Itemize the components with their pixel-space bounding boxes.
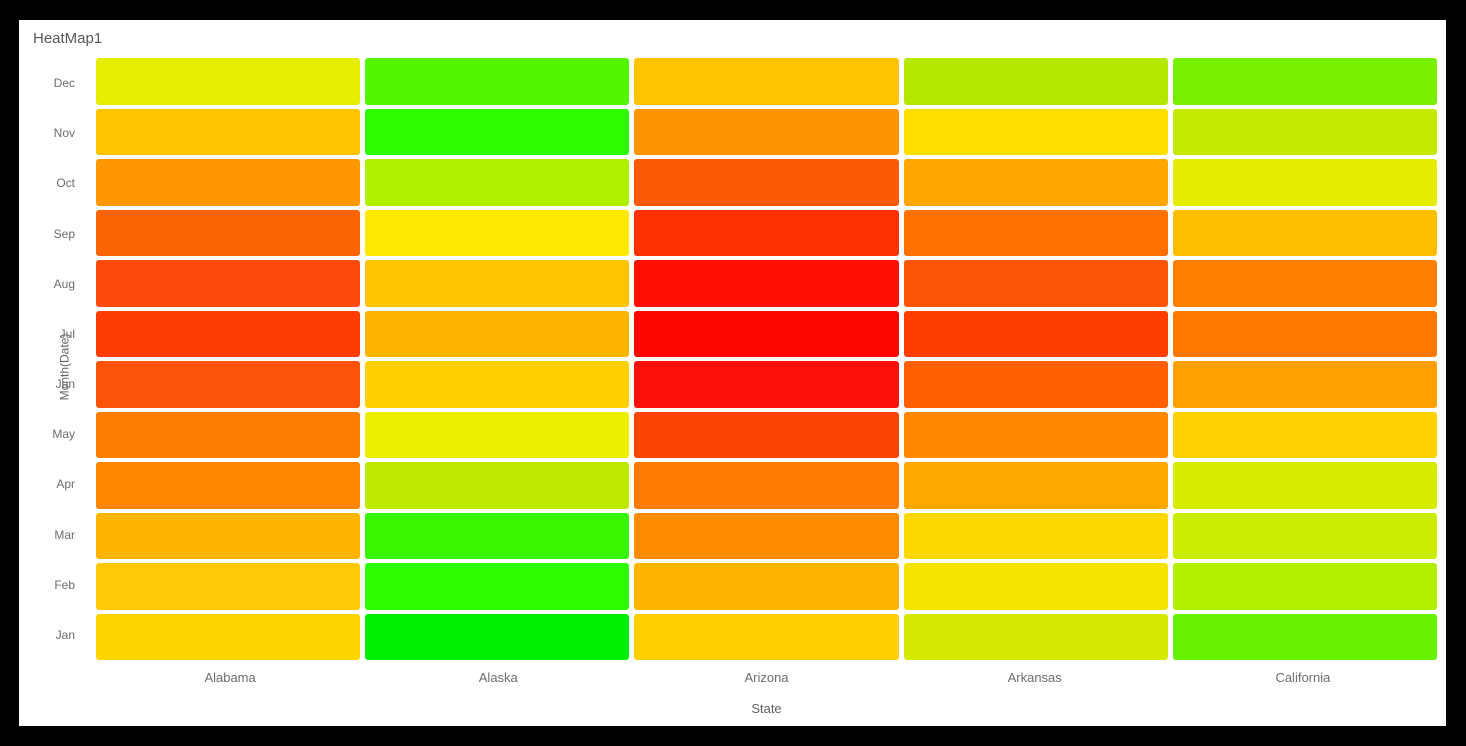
heatmap-cell[interactable] — [365, 310, 630, 357]
heatmap-cell[interactable] — [903, 209, 1168, 256]
x-tick-label: California — [1275, 669, 1331, 685]
heatmap-cell[interactable] — [96, 58, 361, 105]
heatmap-cell[interactable] — [1172, 310, 1437, 357]
heatmap-cell[interactable] — [634, 563, 899, 610]
heatmap-cell[interactable] — [1172, 512, 1437, 559]
heatmap-cell[interactable] — [96, 361, 361, 408]
heatmap-cell[interactable] — [1172, 58, 1437, 105]
heatmap-cell[interactable] — [903, 563, 1168, 610]
heatmap-cell[interactable] — [903, 462, 1168, 509]
heatmap-cell[interactable] — [903, 411, 1168, 458]
y-tick-label: Apr — [56, 477, 75, 492]
heatmap-cell[interactable] — [96, 310, 361, 357]
x-axis-tick-labels: Alabama Alaska Arizona Arkansas California — [96, 666, 1437, 688]
x-axis-title: State — [751, 701, 782, 716]
heatmap-cell[interactable] — [96, 411, 361, 458]
heatmap-cell[interactable] — [1172, 411, 1437, 458]
heatmap-cell[interactable] — [903, 260, 1168, 307]
heatmap-cell[interactable] — [634, 512, 899, 559]
x-tick-label: Arizona — [744, 669, 789, 685]
heatmap-cell[interactable] — [634, 462, 899, 509]
x-tick-label: Arkansas — [1007, 669, 1062, 685]
heatmap-cell[interactable] — [634, 58, 899, 105]
y-tick-label: Sep — [53, 226, 75, 241]
y-tick-label: Nov — [53, 126, 75, 141]
heatmap-cell[interactable] — [903, 108, 1168, 155]
heatmap-cell[interactable] — [365, 108, 630, 155]
heatmap-cell[interactable] — [634, 108, 899, 155]
heatmap-cell[interactable] — [1172, 563, 1437, 610]
heatmap-cell[interactable] — [903, 512, 1168, 559]
heatmap-cell[interactable] — [634, 209, 899, 256]
heatmap-cell[interactable] — [903, 159, 1168, 206]
heatmap-cell[interactable] — [96, 260, 361, 307]
heatmap-cell[interactable] — [1172, 613, 1437, 660]
y-tick-label: Jun — [55, 377, 75, 392]
heatmap-cell[interactable] — [903, 361, 1168, 408]
heatmap-cell[interactable] — [96, 613, 361, 660]
y-tick-label: Jan — [55, 627, 75, 642]
heatmap-cell[interactable] — [1172, 159, 1437, 206]
heatmap-cell[interactable] — [365, 361, 630, 408]
y-tick-label: Oct — [56, 176, 75, 191]
y-tick-label: Dec — [53, 76, 75, 91]
chart-title: HeatMap1 — [33, 30, 103, 47]
heatmap-cell[interactable] — [96, 512, 361, 559]
heatmap-cell[interactable] — [365, 58, 630, 105]
heatmap-cell[interactable] — [96, 159, 361, 206]
heatmap-grid — [96, 58, 1437, 660]
heatmap-cell[interactable] — [903, 58, 1168, 105]
x-tick-label: Alabama — [204, 669, 256, 685]
heatmap-widget-card: HeatMap1 Month(Date) Dec Nov Oct Sep Aug Jul J… — [19, 20, 1446, 726]
heatmap-cell[interactable] — [365, 411, 630, 458]
y-tick-label: Jul — [59, 326, 75, 341]
heatmap-cell[interactable] — [96, 462, 361, 509]
y-tick-label: Aug — [53, 276, 75, 291]
heatmap-cell[interactable] — [365, 563, 630, 610]
y-tick-label: Mar — [54, 527, 75, 542]
heatmap-cell[interactable] — [365, 159, 630, 206]
x-tick-label: Alaska — [478, 669, 518, 685]
y-tick-label: May — [52, 427, 75, 442]
heatmap-cell[interactable] — [1172, 462, 1437, 509]
heatmap-cell[interactable] — [1172, 260, 1437, 307]
y-tick-label: Feb — [54, 577, 75, 592]
heatmap-cell[interactable] — [96, 209, 361, 256]
heatmap-cell[interactable] — [634, 310, 899, 357]
heatmap-cell[interactable] — [365, 260, 630, 307]
heatmap-cell[interactable] — [365, 462, 630, 509]
heatmap-cell[interactable] — [634, 260, 899, 307]
heatmap-cell[interactable] — [1172, 361, 1437, 408]
heatmap-cell[interactable] — [634, 361, 899, 408]
heatmap-cell[interactable] — [365, 512, 630, 559]
heatmap-cell[interactable] — [1172, 108, 1437, 155]
y-axis-tick-labels: Dec Nov Oct Sep Aug Jul Jun May Apr Mar Feb Jan — [19, 58, 89, 660]
heatmap-cell[interactable] — [365, 613, 630, 660]
heatmap-cell[interactable] — [634, 411, 899, 458]
heatmap-cell[interactable] — [1172, 209, 1437, 256]
heatmap-cell[interactable] — [634, 159, 899, 206]
heatmap-cell[interactable] — [96, 108, 361, 155]
heatmap-cell[interactable] — [365, 209, 630, 256]
heatmap-cell[interactable] — [96, 563, 361, 610]
heatmap-cell[interactable] — [634, 613, 899, 660]
heatmap-cell[interactable] — [903, 310, 1168, 357]
heatmap-cell[interactable] — [903, 613, 1168, 660]
